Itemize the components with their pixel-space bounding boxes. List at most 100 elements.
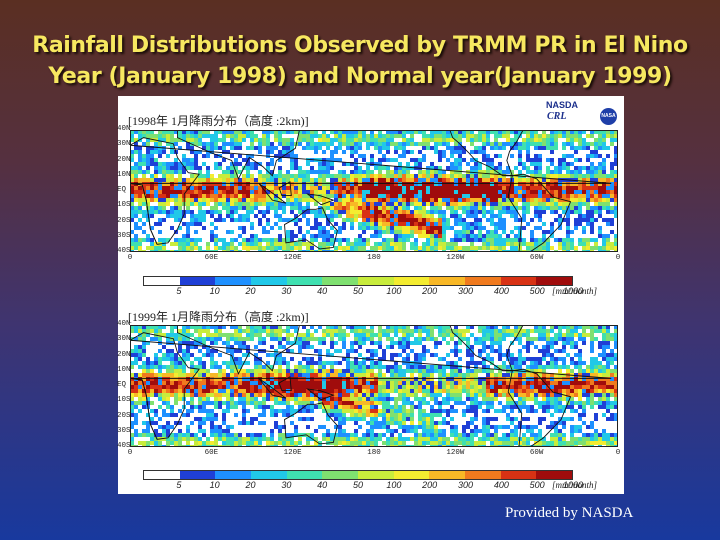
coastline-4 <box>306 193 335 206</box>
coastline-4 <box>306 388 335 401</box>
lon-label: 180 <box>367 449 381 457</box>
map-frame <box>130 325 618 447</box>
map-frame <box>130 130 618 252</box>
colorbar-swatch <box>429 277 466 285</box>
lon-label: 60W <box>529 254 544 262</box>
lon-label: 0 <box>127 449 133 457</box>
colorbar-tick-label: 300 <box>457 480 474 490</box>
colorbar-tick-label: 30 <box>281 480 292 490</box>
credit-text: Provided by NASDA <box>505 505 634 521</box>
colorbar-swatch <box>500 277 537 285</box>
lat-label: 20N <box>117 155 131 164</box>
lat-label: 10N <box>117 170 131 179</box>
lat-label: 30N <box>117 335 131 344</box>
lon-label: 120E <box>283 449 302 457</box>
colorbar-swatch <box>286 471 323 479</box>
title-line-2: Year (January 1998) and Normal year(Janu… <box>48 64 672 89</box>
coastline-2 <box>258 378 287 399</box>
colorbar-swatch <box>536 471 573 479</box>
lat-label: 30N <box>117 140 131 149</box>
colorbar-swatch <box>215 277 252 285</box>
coastline-africa-west <box>130 182 158 245</box>
colorbar-1999 <box>143 470 573 480</box>
lat-label: 40N <box>117 320 131 328</box>
coastline-5 <box>284 402 338 445</box>
lat-label: 30S <box>117 426 131 435</box>
rainfall-map-1998 <box>130 130 618 252</box>
colorbar-tick-label: 1000 <box>562 480 584 490</box>
lon-label: 120W <box>446 254 465 262</box>
rainfall-cells <box>130 325 618 447</box>
figure-panel: NASDA CRL NASA [1998年 1月降雨分布（高度 :2km)] 4… <box>117 96 624 494</box>
slide-title: Rainfall Distributions Observed by TRMM … <box>0 30 720 92</box>
map-1999-title: [1999年 1月降雨分布（高度 :2km)] <box>128 310 309 324</box>
lat-label: 10N <box>117 365 131 374</box>
lon-label: 60E <box>204 449 219 457</box>
lat-label: 20S <box>117 216 131 225</box>
lat-label: 10S <box>117 396 131 405</box>
rainfall-cells <box>130 130 618 252</box>
lat-label: 40S <box>117 247 131 255</box>
colorbar-tick-label: 1000 <box>562 286 584 296</box>
lon-label: 120E <box>283 254 302 262</box>
coastline-7 <box>449 325 524 372</box>
title-line-1: Rainfall Distributions Observed by TRMM … <box>32 33 688 58</box>
colorbar-swatch <box>144 277 180 285</box>
colorbar-tick-label: 200 <box>422 480 438 490</box>
coastline-3 <box>278 181 292 197</box>
colorbar-tick-label: 30 <box>281 286 292 296</box>
colorbar-tick-label: 300 <box>457 286 474 296</box>
colorbar-swatch <box>393 277 430 285</box>
colorbar-swatch <box>465 277 501 285</box>
colorbar-swatch <box>322 471 359 479</box>
lon-label: 60W <box>529 449 544 457</box>
colorbar-swatch <box>500 471 537 479</box>
lat-label: 30S <box>117 231 131 240</box>
colorbar-swatch <box>251 277 287 285</box>
colorbar-tick-label: 400 <box>493 286 509 296</box>
colorbar-swatch <box>465 471 501 479</box>
colorbar-tick-label: 20 <box>245 286 256 296</box>
colorbar-tick-label: 500 <box>529 480 545 490</box>
colorbar-tick-label: 100 <box>386 286 402 296</box>
nasa-logo: NASA <box>600 108 617 125</box>
lon-label: 120W <box>446 449 465 457</box>
colorbar-tick-label: 400 <box>493 480 509 490</box>
units-1999: [mm/month] <box>552 480 598 490</box>
coastline-3 <box>278 376 292 392</box>
colorbar-tick-label: 40 <box>317 480 328 490</box>
colorbar-swatch <box>286 277 323 285</box>
coastline-6 <box>507 368 572 447</box>
colorbar-swatch <box>322 277 359 285</box>
colorbar-tick-label: 5 <box>176 480 182 490</box>
colorbar-tick-label: 5 <box>176 286 182 296</box>
lon-label: 0 <box>615 254 621 262</box>
lat-label: 20S <box>117 411 131 420</box>
lon-label: 0 <box>127 254 133 262</box>
colorbar-tick-label: 40 <box>317 286 328 296</box>
lat-label: 40N <box>117 125 131 133</box>
colorbar-tick-label: 10 <box>209 286 220 296</box>
colorbar-swatch <box>215 471 252 479</box>
coastline-5 <box>284 207 338 250</box>
colorbar-1998 <box>143 276 573 286</box>
units-1998: [mm/month] <box>552 286 598 296</box>
colorbar-swatch <box>179 471 216 479</box>
lon-label: 180 <box>367 254 381 262</box>
coastline-7 <box>449 130 524 177</box>
colorbar-tick-label: 10 <box>209 480 220 490</box>
colorbar-swatch <box>429 471 466 479</box>
lat-label: 20N <box>117 350 131 359</box>
logos: NASDA CRL NASA <box>544 100 619 125</box>
coastline-africa-west <box>130 377 158 440</box>
lat-label: 10S <box>117 201 131 210</box>
colorbar-tick-label: 500 <box>529 286 545 296</box>
crl-logo: CRL <box>547 111 567 122</box>
rainfall-map-1999 <box>130 325 618 447</box>
colorbar-tick-label: 50 <box>352 286 364 296</box>
colorbar-tick-label: 100 <box>386 480 402 490</box>
colorbar-swatch <box>179 277 216 285</box>
colorbar-swatch <box>144 471 180 479</box>
coastline-1 <box>176 130 300 180</box>
colorbar-swatch <box>536 277 573 285</box>
